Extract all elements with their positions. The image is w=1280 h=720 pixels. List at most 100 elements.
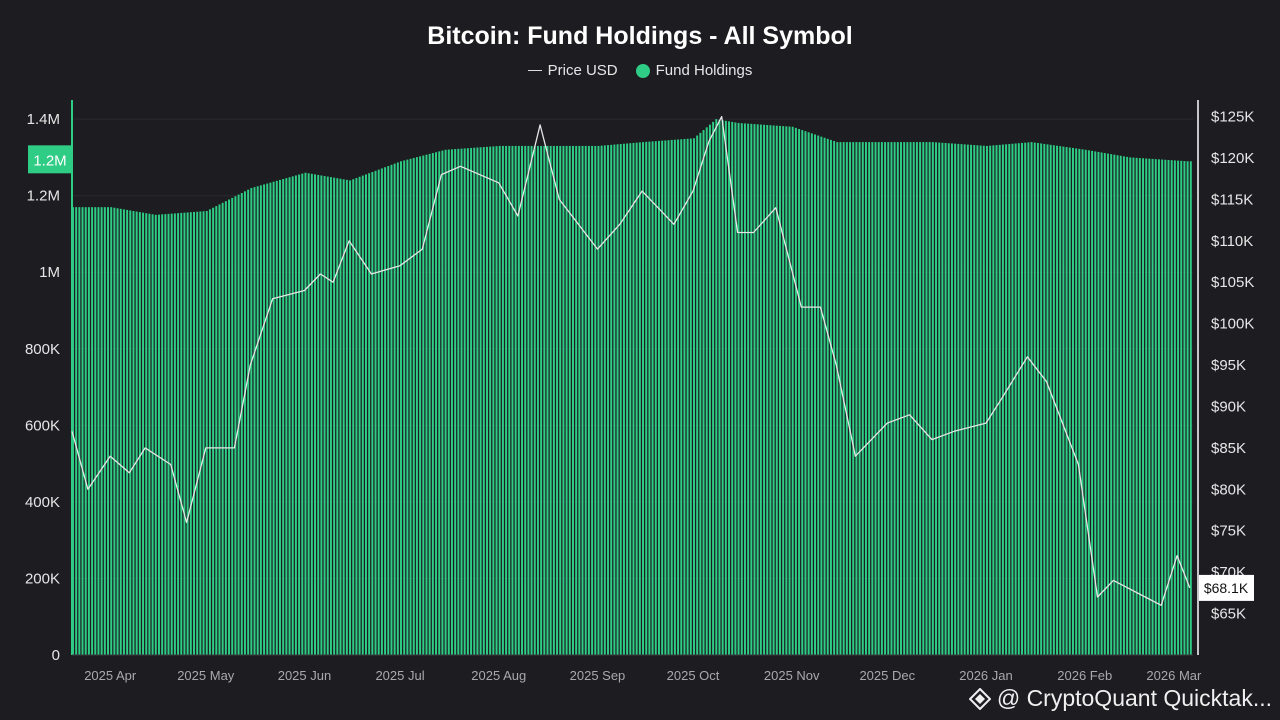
fund-holdings-bar <box>568 145 571 655</box>
fund-holdings-bar <box>355 177 358 656</box>
fund-holdings-bar <box>769 125 772 656</box>
fund-holdings-bar <box>817 135 820 656</box>
left-tick-label: 800K <box>25 341 60 358</box>
fund-holdings-bar <box>415 157 418 655</box>
fund-holdings-bar <box>1132 157 1135 655</box>
fund-holdings-bar <box>100 207 103 656</box>
fund-holdings-bar <box>412 157 415 655</box>
fund-holdings-bar <box>498 145 501 655</box>
watermark: @ CryptoQuant Quicktak... <box>968 685 1272 712</box>
x-tick-label: 2025 Jul <box>375 668 424 683</box>
fund-holdings-bar <box>1173 160 1176 655</box>
fund-holdings-bar <box>642 142 645 656</box>
legend-item-price[interactable]: Price USD <box>527 62 618 79</box>
fund-holdings-bar <box>673 139 676 655</box>
fund-holdings-bar <box>638 142 641 655</box>
fund-holdings-bar <box>925 142 928 656</box>
right-tick-label: $85K <box>1211 440 1246 457</box>
fund-holdings-bar <box>759 124 762 656</box>
left-current-value-label: 1.2M <box>33 152 66 169</box>
fund-holdings-bar <box>915 142 918 656</box>
fund-holdings-bar <box>460 148 463 655</box>
fund-holdings-bar <box>457 148 460 656</box>
fund-holdings-bar <box>87 207 90 656</box>
fund-holdings-bar <box>466 148 469 655</box>
fund-holdings-bar <box>613 144 616 655</box>
fund-holdings-bar <box>1056 145 1059 655</box>
fund-holdings-bar <box>218 204 221 655</box>
x-tick-label: 2025 May <box>177 668 235 683</box>
fund-holdings-bar <box>954 143 957 655</box>
fund-holdings-bar <box>116 208 119 655</box>
fund-holdings-bar <box>454 149 457 655</box>
fund-holdings-bar <box>1014 143 1017 655</box>
fund-holdings-bar <box>906 142 909 656</box>
fund-holdings-bar <box>1065 147 1068 655</box>
fund-holdings-bar <box>476 147 479 655</box>
fund-holdings-bar <box>288 177 291 656</box>
fund-holdings-bar <box>342 179 345 656</box>
fund-holdings-bar <box>986 145 988 655</box>
fund-holdings-bar <box>778 125 781 655</box>
fund-holdings-bar <box>654 141 657 655</box>
fund-holdings-bar <box>963 144 966 655</box>
fund-holdings-bar <box>1040 143 1043 655</box>
left-current-value-badge <box>28 145 72 174</box>
fund-holdings-bar <box>670 139 673 655</box>
fund-holdings-bar <box>428 153 431 656</box>
fund-holdings-bar <box>364 174 367 655</box>
fund-holdings-bar <box>186 212 189 655</box>
right-tick-label: $95K <box>1211 357 1246 374</box>
fund-holdings-bar <box>374 170 377 655</box>
fund-holdings-bar <box>619 144 622 655</box>
x-tick-label: 2026 Feb <box>1057 668 1112 683</box>
x-tick-label: 2025 Sep <box>570 668 626 683</box>
fund-holdings-bar <box>463 148 466 655</box>
fund-holdings-bar <box>667 140 670 655</box>
fund-holdings-bar <box>785 126 788 656</box>
fund-holdings-bar <box>177 213 180 655</box>
fund-holdings-bar <box>1027 142 1030 655</box>
fund-holdings-bar <box>199 211 202 656</box>
fund-holdings-bar <box>1087 150 1090 655</box>
fund-holdings-bar <box>1113 154 1116 655</box>
line-marker-icon <box>527 70 542 71</box>
fund-holdings-bar <box>1138 158 1141 656</box>
fund-holdings-bar <box>75 207 78 656</box>
fund-holdings-bar <box>750 123 753 656</box>
fund-holdings-bar <box>1046 144 1049 655</box>
legend-item-fund-holdings[interactable]: Fund Holdings <box>635 62 752 79</box>
cryptoquant-logo-icon <box>968 687 991 710</box>
fund-holdings-bar <box>1186 161 1189 656</box>
fund-holdings-bar <box>610 144 613 655</box>
fund-holdings-bar <box>587 145 590 655</box>
fund-holdings-bar <box>275 180 278 655</box>
fund-holdings-bar <box>154 214 157 655</box>
fund-holdings-bar <box>565 145 568 655</box>
fund-holdings-bar <box>661 140 664 656</box>
fund-holdings-bar <box>390 164 393 655</box>
fund-holdings-bar <box>890 142 893 656</box>
fund-holdings-bar <box>84 207 87 656</box>
fund-holdings-bar <box>549 145 552 655</box>
fund-holdings-bar <box>1084 149 1087 655</box>
fund-holdings-bar <box>877 142 880 656</box>
fund-holdings-bar <box>1177 160 1180 655</box>
fund-holdings-bar <box>1189 161 1192 656</box>
right-tick-label: $120K <box>1211 150 1254 167</box>
fund-holdings-bar <box>1122 156 1125 655</box>
fund-holdings-bar <box>1157 159 1160 655</box>
fund-holdings-bar <box>91 207 94 656</box>
fund-holdings-bar <box>1008 144 1011 655</box>
fund-holdings-bar <box>607 145 609 656</box>
fund-holdings-bar <box>810 133 813 656</box>
fund-holdings-bar <box>189 212 192 655</box>
fund-holdings-bar <box>441 150 444 655</box>
fund-holdings-bar <box>336 178 339 655</box>
fund-holdings-bar <box>747 123 750 655</box>
fund-holdings-bar <box>766 124 769 656</box>
x-tick-label: 2025 Oct <box>667 668 720 683</box>
fund-holdings-bar <box>247 189 250 656</box>
fund-holdings-bar <box>1094 151 1097 655</box>
fund-holdings-bar <box>1151 158 1154 655</box>
